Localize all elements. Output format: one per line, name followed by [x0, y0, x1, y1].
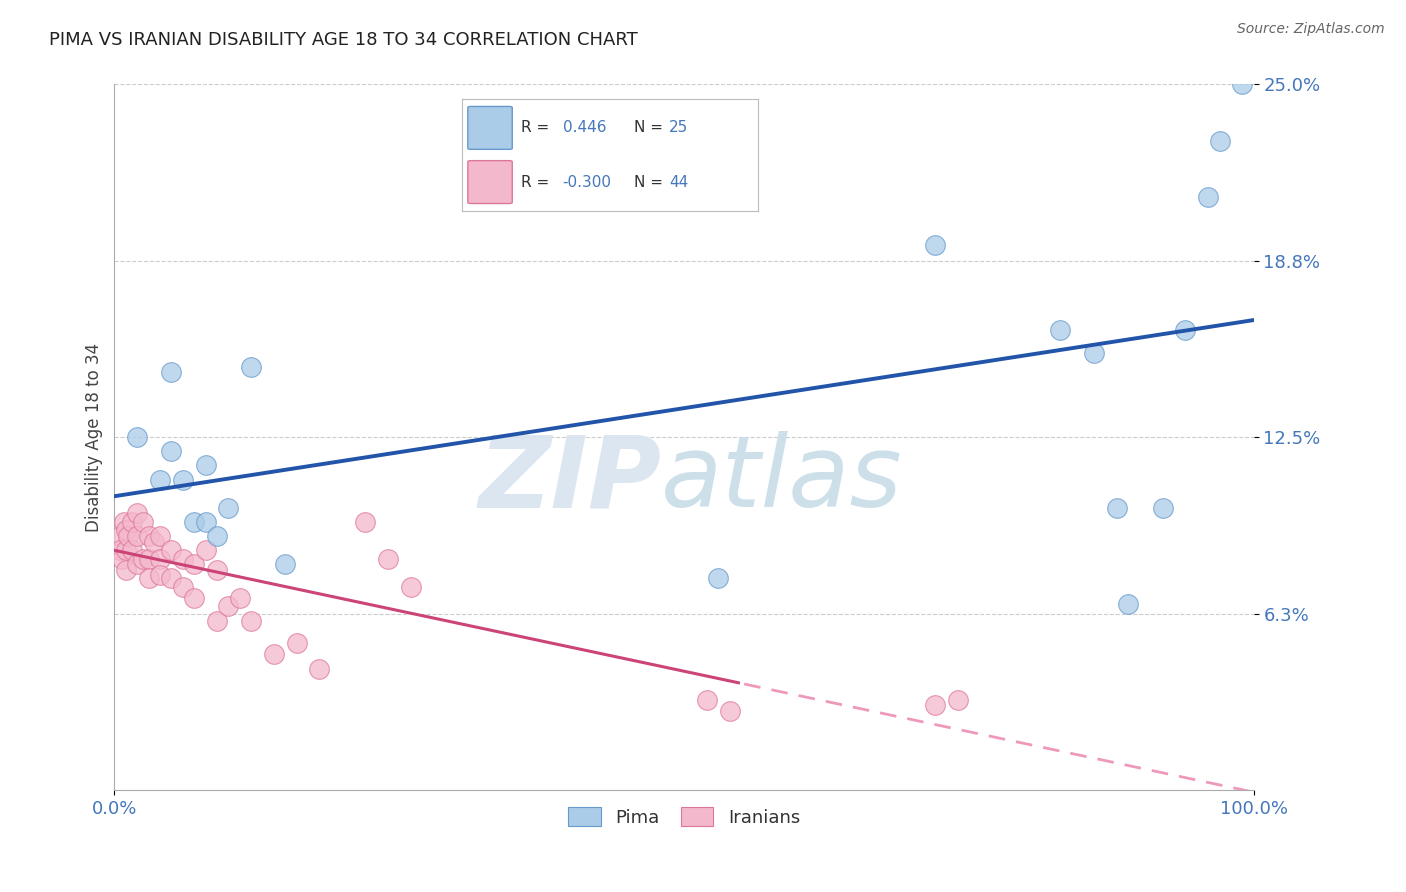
Point: [377, 551, 399, 566]
Point: [127, 557, 149, 571]
Point: [172, 473, 194, 487]
Point: [108, 529, 131, 543]
Point: [696, 692, 718, 706]
Point: [1152, 500, 1174, 515]
Point: [172, 580, 194, 594]
Point: [117, 529, 139, 543]
Point: [217, 500, 239, 515]
Point: [132, 551, 155, 566]
Point: [149, 568, 172, 582]
Point: [308, 662, 330, 676]
Point: [229, 591, 252, 605]
Point: [149, 529, 172, 543]
Point: [217, 599, 239, 614]
Point: [160, 365, 183, 379]
Point: [111, 551, 134, 566]
Point: [112, 515, 135, 529]
Point: [354, 515, 377, 529]
Point: [183, 557, 205, 571]
Point: [274, 557, 297, 571]
Point: [160, 543, 183, 558]
Point: [240, 359, 263, 374]
Point: [707, 571, 730, 585]
Point: [143, 534, 166, 549]
Point: [114, 524, 136, 538]
Point: [1083, 345, 1105, 359]
Point: [160, 444, 183, 458]
Point: [1049, 323, 1071, 337]
Point: [127, 507, 149, 521]
Point: [205, 529, 228, 543]
Text: Source: ZipAtlas.com: Source: ZipAtlas.com: [1237, 22, 1385, 37]
Point: [114, 563, 136, 577]
Point: [194, 515, 217, 529]
Point: [121, 515, 143, 529]
Point: [172, 551, 194, 566]
Point: [108, 543, 131, 558]
Point: [205, 563, 228, 577]
Point: [205, 614, 228, 628]
Point: [183, 591, 205, 605]
Point: [1105, 500, 1128, 515]
Point: [114, 543, 136, 558]
Point: [127, 430, 149, 444]
Point: [121, 543, 143, 558]
Point: [1208, 134, 1230, 148]
Point: [718, 704, 741, 718]
Point: [132, 515, 155, 529]
Point: [138, 551, 160, 566]
Point: [399, 580, 422, 594]
Point: [138, 571, 160, 585]
Point: [1232, 78, 1254, 92]
Point: [263, 648, 285, 662]
Point: [127, 529, 149, 543]
Text: PIMA VS IRANIAN DISABILITY AGE 18 TO 34 CORRELATION CHART: PIMA VS IRANIAN DISABILITY AGE 18 TO 34 …: [49, 31, 638, 49]
Point: [1174, 323, 1197, 337]
Point: [194, 543, 217, 558]
Point: [946, 692, 969, 706]
Point: [924, 698, 946, 713]
Point: [1118, 597, 1140, 611]
Point: [138, 529, 160, 543]
Point: [149, 551, 172, 566]
Point: [240, 614, 263, 628]
Point: [149, 473, 172, 487]
Point: [194, 458, 217, 473]
Point: [183, 515, 205, 529]
Point: [285, 636, 308, 650]
Point: [160, 571, 183, 585]
Point: [1197, 190, 1219, 204]
Point: [924, 238, 946, 252]
Legend: Pima, Iranians: Pima, Iranians: [561, 799, 807, 834]
Y-axis label: Disability Age 18 to 34: Disability Age 18 to 34: [86, 343, 103, 532]
Text: atlas: atlas: [661, 431, 903, 528]
Text: ZIP: ZIP: [478, 431, 661, 528]
